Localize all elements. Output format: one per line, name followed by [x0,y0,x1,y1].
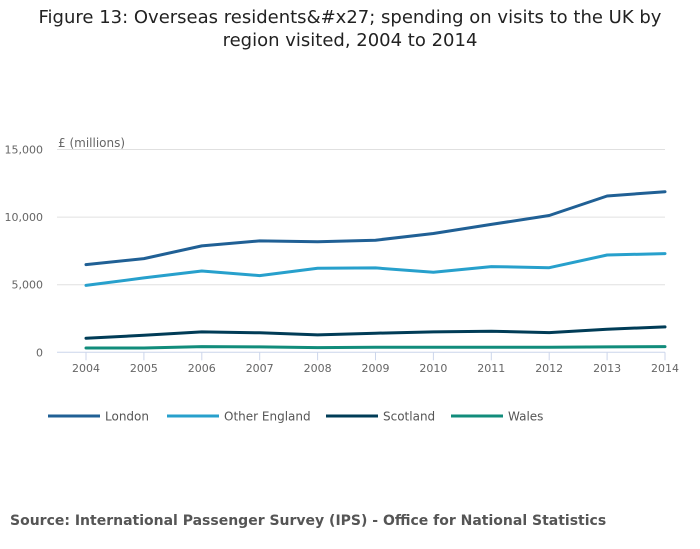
series-line-london [84,190,667,267]
chart-title: Figure 13: Overseas residents&#x27; spen… [38,7,662,51]
series-line-scotland [84,325,667,340]
x-tick-label: 2014 [651,362,679,375]
legend-label: London [105,410,149,424]
series-line-other-england [84,252,667,287]
x-tick-label: 2010 [419,362,447,375]
x-tick-label: 2013 [593,362,621,375]
y-tick-label: 15,000 [5,144,44,157]
source-note: Source: International Passenger Survey (… [10,513,607,529]
legend-label: Other England [224,410,311,424]
y-axis-label: £ (millions) [58,136,125,150]
y-tick-label: 5,000 [12,279,44,292]
x-tick-label: 2011 [477,362,505,375]
y-tick-label: 0 [36,346,43,359]
x-tick-label: 2008 [304,362,332,375]
legend-label: Wales [508,410,543,424]
x-tick-label: 2007 [246,362,274,375]
legend-label: Scotland [383,410,435,424]
x-tick-label: 2005 [130,362,158,375]
x-tick-label: 2004 [72,362,100,375]
x-tick-label: 2009 [362,362,390,375]
series-line-wales [84,345,667,350]
x-tick-label: 2012 [535,362,563,375]
x-tick-label: 2006 [188,362,216,375]
y-tick-label: 10,000 [5,211,44,224]
